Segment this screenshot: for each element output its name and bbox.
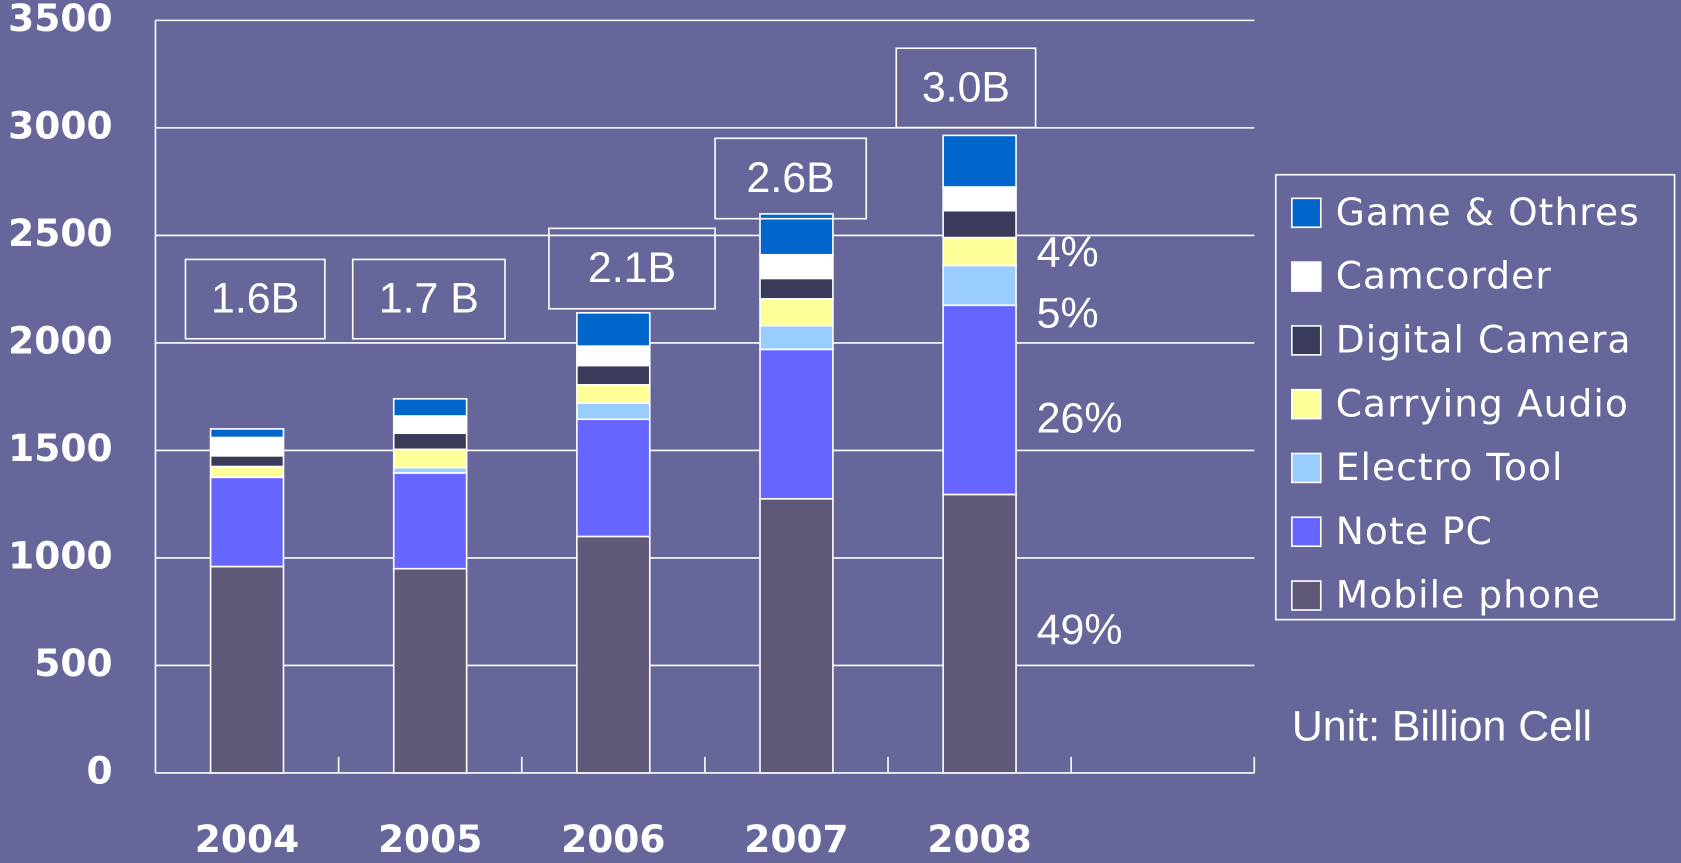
bar-segment [759,253,834,280]
bar-segment [209,465,285,479]
bar-segment [576,402,651,421]
total-box [714,137,868,220]
share-label: 5% [1037,290,1099,338]
x-tick-label: 2008 [927,817,1031,861]
bar-segment [392,466,468,474]
y-tick-label: 0 [86,748,112,792]
y-tick-label: 2500 [8,211,112,255]
legend-swatch [1291,388,1322,420]
bar-segment [576,535,651,774]
legend-label: Game & Othres [1336,190,1640,234]
bar-segment [759,213,834,256]
unit-label: Unit: Billion Cell [1292,702,1592,750]
legend-swatch [1291,197,1322,229]
bar-segment [576,311,651,347]
legend-label: Digital Camera [1336,317,1632,361]
bar-segment [576,364,651,386]
share-label: 26% [1037,395,1123,443]
bar-segment [942,236,1017,267]
bar-segment [576,345,651,367]
bar-segment [209,476,285,568]
x-tick-label: 2004 [195,817,299,861]
bar-segment [392,448,468,469]
legend-swatch [1291,516,1322,548]
x-tick-label: 2006 [561,817,665,861]
total-label: 1.7 B [379,275,479,323]
bar-segment [209,454,285,468]
legend-swatch [1291,325,1322,356]
bar-segment [209,428,285,439]
legend-box [1274,173,1676,621]
bar-segment [942,264,1017,307]
bar-segment [942,304,1017,496]
bar-segment [942,186,1017,212]
bar-segment [942,493,1017,774]
share-label: 49% [1037,606,1123,654]
bar-segment [759,348,834,500]
bar-segment [759,277,834,300]
y-tick-label: 3500 [8,0,112,40]
bar-segment [209,565,285,774]
bar-segment [392,415,468,435]
legend-swatch [1291,452,1322,484]
total-box [184,258,326,340]
bar-segment [942,209,1017,239]
legend-label: Carrying Audio [1336,381,1629,425]
y-tick-label: 1500 [8,426,112,470]
legend-label: Mobile phone [1336,573,1601,617]
x-tick-label: 2007 [744,817,848,861]
bar-segment [392,472,468,570]
legend-label: Electro Tool [1336,445,1564,489]
bar-segment [759,324,834,351]
legend-label: Camcorder [1336,254,1552,298]
bar-segment [209,436,285,457]
bar-segment [759,497,834,774]
total-label: 2.1B [588,244,676,292]
total-label: 3.0B [922,63,1010,111]
total-label: 2.6B [747,154,835,202]
total-label: 1.6B [211,275,299,323]
total-box [548,227,716,310]
bar-segment [759,298,834,327]
y-tick-label: 2000 [8,318,112,362]
total-box [895,47,1037,129]
bar-segment [576,418,651,538]
y-tick-label: 1000 [8,533,112,577]
bar-segment [392,432,468,451]
x-tick-label: 2005 [378,817,482,861]
bar-segment [942,134,1017,188]
bar-segment [392,398,468,417]
share-label: 4% [1037,228,1099,276]
y-tick-label: 3000 [8,103,112,147]
total-box [351,258,506,340]
y-tick-label: 500 [34,641,112,685]
bar-segment [392,567,468,774]
legend-label: Note PC [1336,509,1493,553]
bar-segment [576,384,651,404]
legend-swatch [1291,580,1322,611]
legend-swatch [1291,261,1322,292]
